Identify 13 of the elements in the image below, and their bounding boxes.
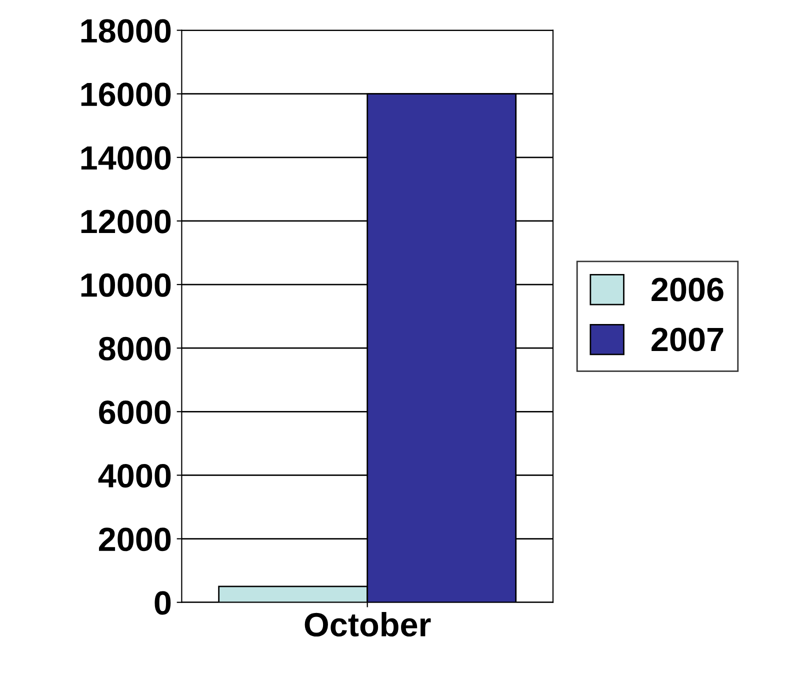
y-tick-label: 10000 [81, 273, 171, 297]
y-tick-label: 6000 [99, 400, 171, 424]
y-tick-label: 0 [154, 591, 171, 615]
legend-label: 2006 [652, 278, 724, 302]
y-tick-label: 12000 [81, 210, 171, 234]
y-tick-label: 4000 [98, 464, 171, 488]
y-tick-label: 8000 [98, 336, 171, 360]
y-tick-label: 16000 [81, 82, 171, 106]
y-tick-label: 18000 [81, 19, 171, 43]
legend-label: 2007 [652, 328, 724, 352]
x-tick-label: October [304, 612, 431, 637]
y-tick-label: 14000 [81, 146, 171, 170]
y-tick-label: 2000 [98, 528, 171, 552]
